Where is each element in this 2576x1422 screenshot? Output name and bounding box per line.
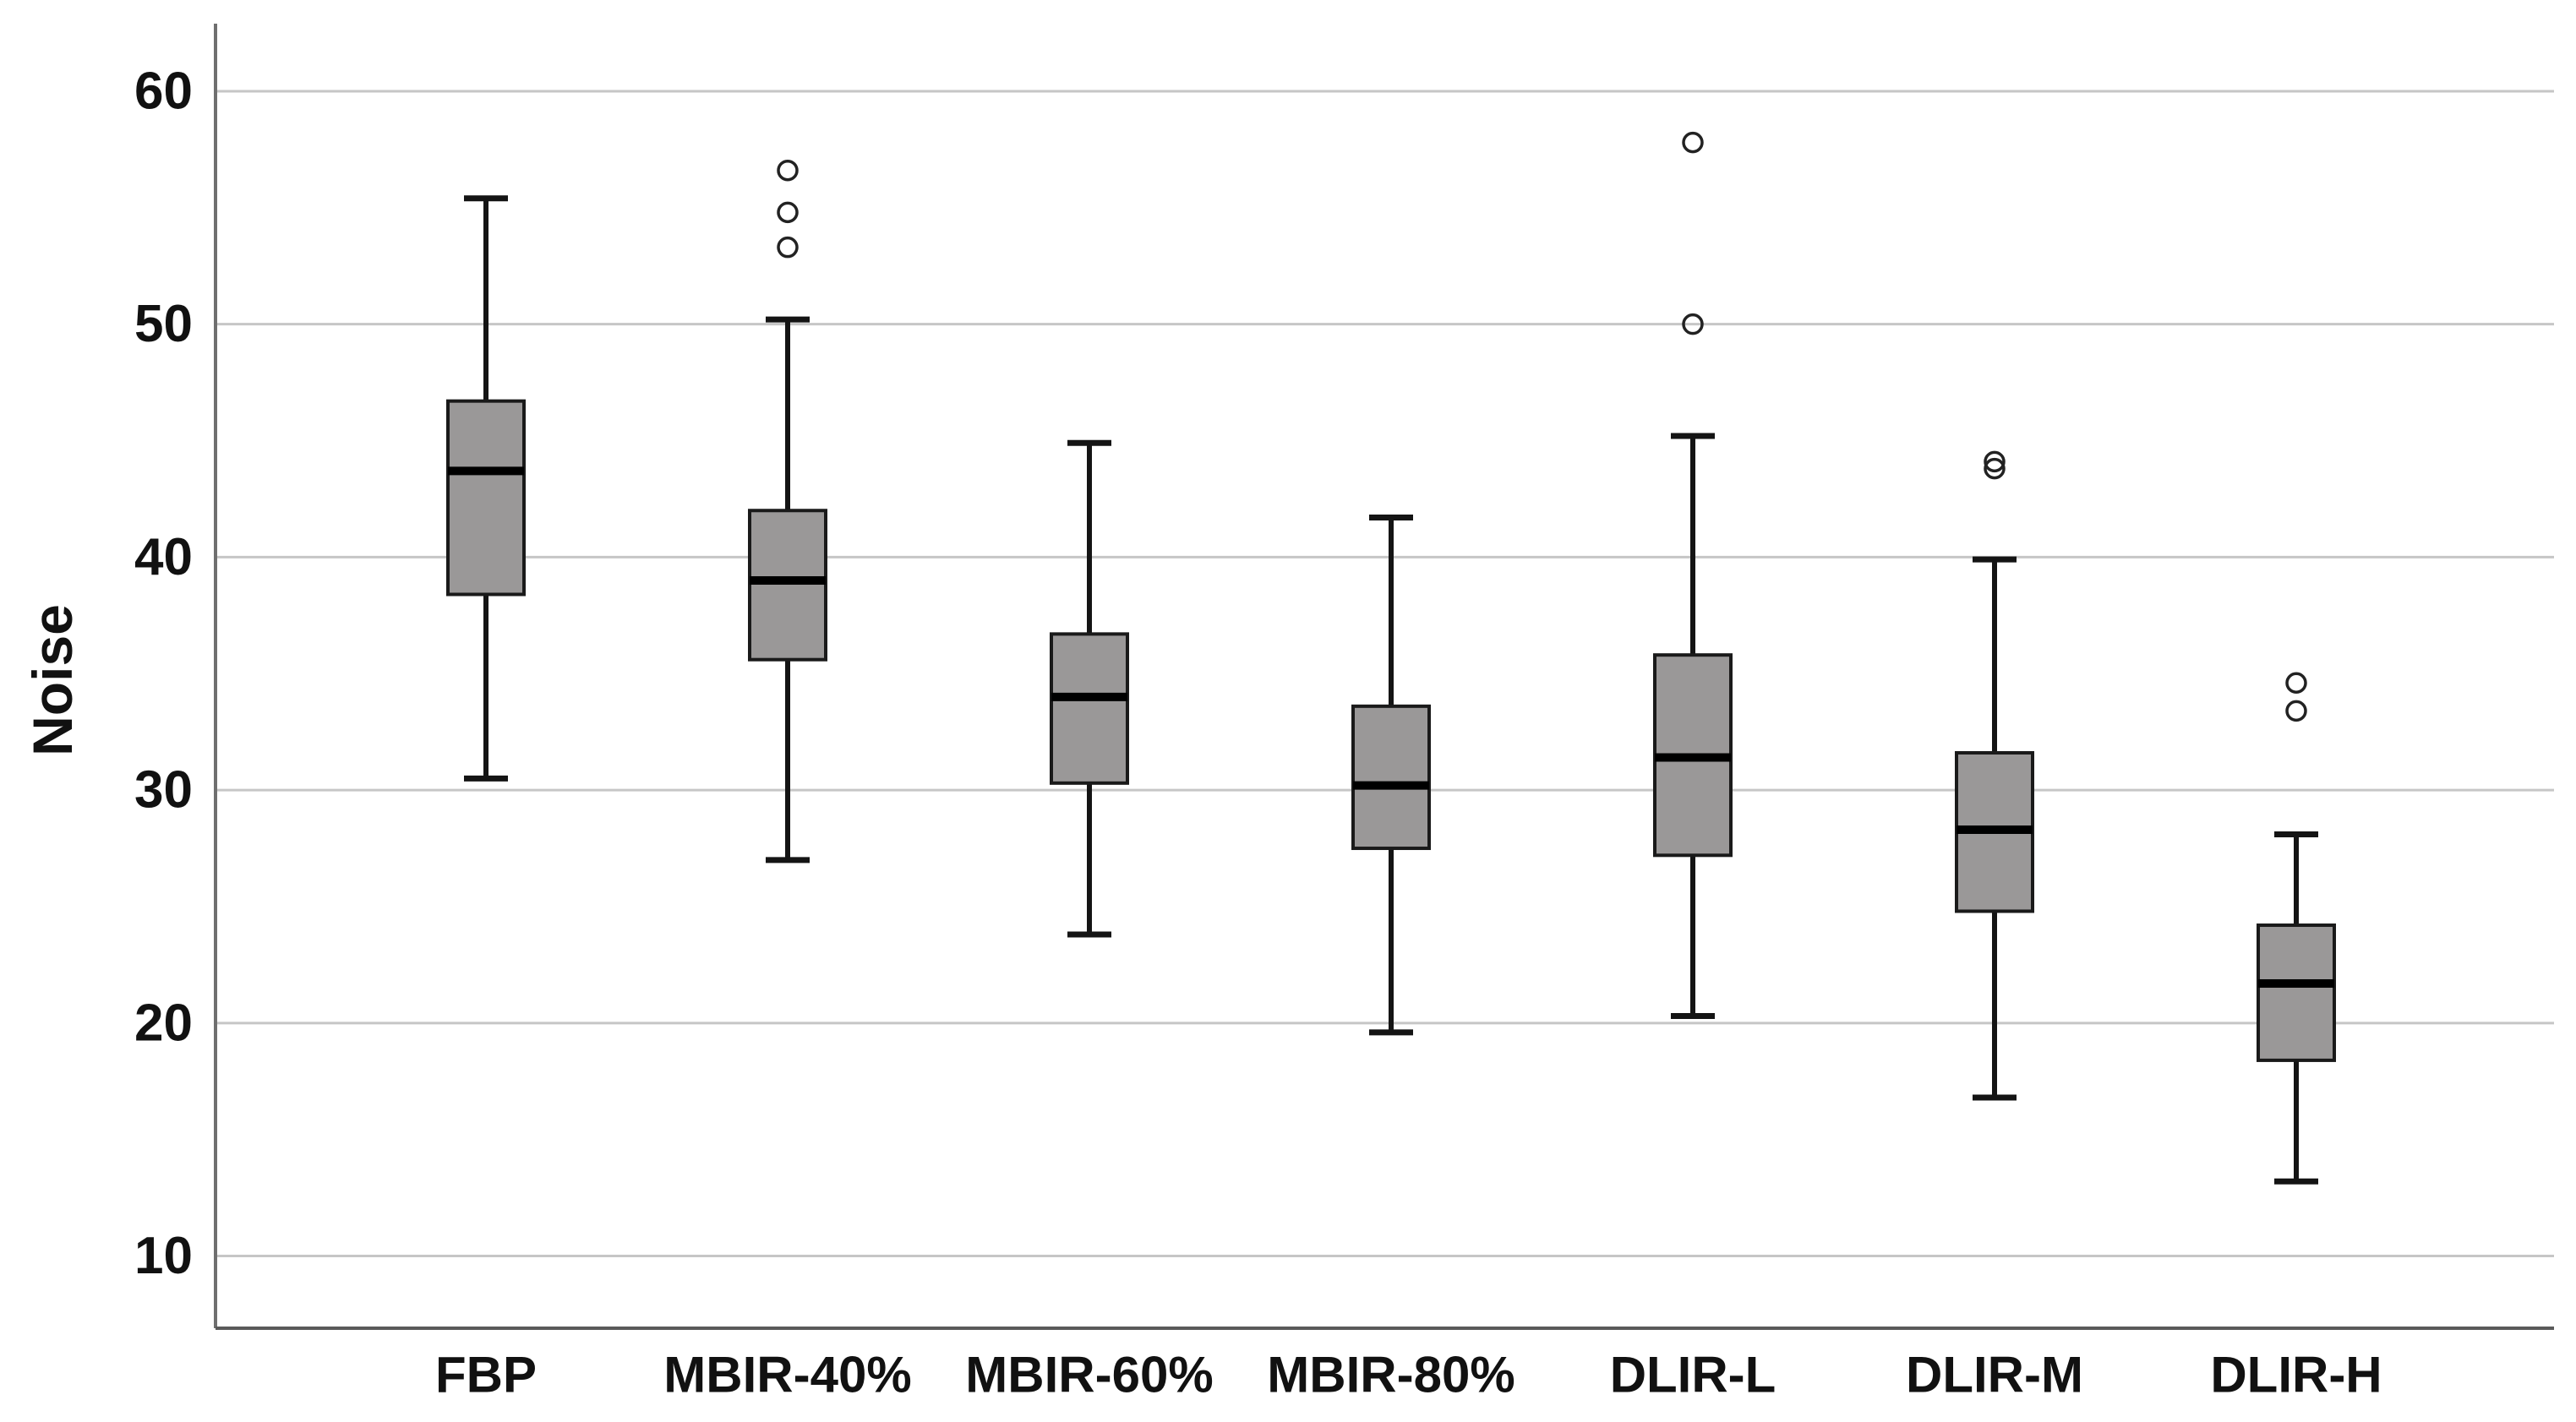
x-tick-label-DLIR-L: DLIR-L	[1610, 1347, 1776, 1403]
y-tick-label-50: 50	[134, 295, 193, 353]
outlier-point	[1682, 131, 1704, 154]
boxplot-MBIR-40%: MBIR-40%	[663, 159, 912, 1403]
outlier-point	[777, 159, 799, 182]
outlier-point	[1984, 450, 2006, 473]
boxplot-MBIR-80%: MBIR-80%	[1267, 515, 1515, 1403]
x-tick-label-MBIR-80%: MBIR-80%	[1267, 1347, 1514, 1403]
outlier-point	[1682, 313, 1704, 335]
outlier-point	[777, 236, 799, 259]
x-tick-label-DLIR-H: DLIR-H	[2210, 1347, 2382, 1403]
x-tick-label-MBIR-60%: MBIR-60%	[965, 1347, 1213, 1403]
y-tick-label-20: 20	[134, 994, 193, 1052]
x-tick-label-MBIR-40%: MBIR-40%	[663, 1347, 911, 1403]
x-tick-label-DLIR-M: DLIR-M	[1906, 1347, 2083, 1403]
boxplot-DLIR-M: DLIR-M	[1906, 450, 2083, 1403]
iqr-box	[446, 399, 526, 597]
outlier-point	[1984, 457, 2006, 480]
iqr-box	[748, 509, 827, 662]
iqr-box	[1050, 632, 1129, 785]
y-tick-label-10: 10	[134, 1227, 193, 1285]
boxplot-DLIR-L: DLIR-L	[1610, 131, 1776, 1403]
outlier-point	[777, 201, 799, 224]
y-tick-label-30: 30	[134, 761, 193, 820]
boxplot-MBIR-60%: MBIR-60%	[965, 439, 1214, 1403]
iqr-box	[2257, 923, 2336, 1062]
outlier-point	[2285, 700, 2307, 722]
y-tick-label-60: 60	[134, 62, 193, 120]
boxplot-DLIR-H: DLIR-H	[2210, 672, 2382, 1403]
outlier-point	[2285, 672, 2307, 695]
y-tick-label-40: 40	[134, 528, 193, 586]
boxplot-FBP: FBP	[435, 195, 537, 1403]
y-axis-title: Noise	[21, 604, 84, 756]
iqr-box	[1351, 704, 1431, 851]
x-tick-label-FBP: FBP	[435, 1347, 537, 1403]
